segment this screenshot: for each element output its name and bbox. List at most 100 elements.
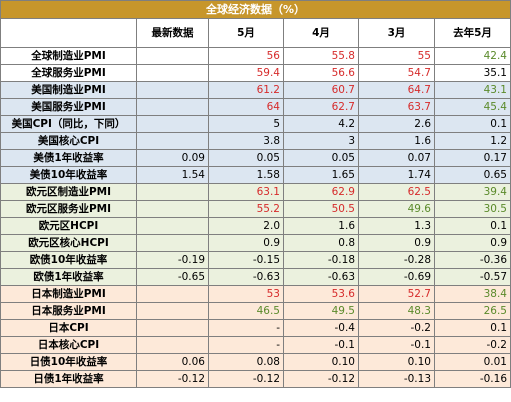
economic-data-table: 全球经济数据（%） 最新数据 5月 4月 3月 去年5月 全球制造业PMI 56 5… bbox=[0, 0, 511, 388]
table-row: 欧元区核心HCPI 0.9 0.8 0.9 0.9 bbox=[0, 234, 511, 252]
value-cell: -0.19 bbox=[136, 251, 209, 269]
table-row: 美国制造业PMI 61.2 60.7 64.7 43.1 bbox=[0, 81, 511, 99]
value-cell: -0.65 bbox=[136, 268, 209, 286]
header-cell-april: 4月 bbox=[283, 18, 359, 48]
value-cell bbox=[136, 81, 209, 99]
value-cell: - bbox=[208, 336, 284, 354]
value-cell: 54.7 bbox=[358, 64, 435, 82]
row-label: 欧债10年收益率 bbox=[0, 251, 137, 269]
header-cell-may: 5月 bbox=[208, 18, 284, 48]
table-row: 日债1年收益率 -0.12 -0.12 -0.12 -0.13 -0.16 bbox=[0, 370, 511, 388]
value-cell: 45.4 bbox=[434, 98, 511, 116]
value-cell: -0.12 bbox=[136, 370, 209, 388]
value-cell: 63.1 bbox=[208, 183, 284, 201]
row-label: 美债10年收益率 bbox=[0, 166, 137, 184]
row-label: 日本制造业PMI bbox=[0, 285, 137, 303]
value-cell: -0.15 bbox=[208, 251, 284, 269]
value-cell: 64 bbox=[208, 98, 284, 116]
row-label: 欧元区核心HCPI bbox=[0, 234, 137, 252]
row-label: 日本CPI bbox=[0, 319, 137, 337]
value-cell: -0.63 bbox=[208, 268, 284, 286]
value-cell: 3 bbox=[283, 132, 359, 150]
value-cell: 56.6 bbox=[283, 64, 359, 82]
value-cell: -0.16 bbox=[434, 370, 511, 388]
table-row: 美国CPI（同比，下同） 5 4.2 2.6 0.1 bbox=[0, 115, 511, 133]
row-label: 欧元区HCPI bbox=[0, 217, 137, 235]
value-cell: -0.1 bbox=[283, 336, 359, 354]
value-cell: 50.5 bbox=[283, 200, 359, 218]
value-cell: 55.2 bbox=[208, 200, 284, 218]
value-cell: -0.18 bbox=[283, 251, 359, 269]
value-cell: 0.8 bbox=[283, 234, 359, 252]
value-cell: 49.5 bbox=[283, 302, 359, 320]
value-cell: 0.17 bbox=[434, 149, 511, 167]
table-body: 全球制造业PMI 56 55.8 55 42.4 全球服务业PMI 59.4 56.6 54.7… bbox=[0, 47, 511, 388]
row-label: 美国核心CPI bbox=[0, 132, 137, 150]
table-row: 美债1年收益率 0.09 0.05 0.05 0.07 0.17 bbox=[0, 149, 511, 167]
value-cell: -0.13 bbox=[358, 370, 435, 388]
value-cell: 35.1 bbox=[434, 64, 511, 82]
table-row: 日本制造业PMI 53 53.6 52.7 38.4 bbox=[0, 285, 511, 303]
row-label: 日本核心CPI bbox=[0, 336, 137, 354]
value-cell: 1.74 bbox=[358, 166, 435, 184]
value-cell: 38.4 bbox=[434, 285, 511, 303]
value-cell: 0.10 bbox=[358, 353, 435, 371]
value-cell: -0.1 bbox=[358, 336, 435, 354]
value-cell bbox=[136, 336, 209, 354]
value-cell: 64.7 bbox=[358, 81, 435, 99]
value-cell: 3.8 bbox=[208, 132, 284, 150]
row-label: 日本服务业PMI bbox=[0, 302, 137, 320]
value-cell: 5 bbox=[208, 115, 284, 133]
table-row: 欧元区制造业PMI 63.1 62.9 62.5 39.4 bbox=[0, 183, 511, 201]
value-cell: 1.6 bbox=[283, 217, 359, 235]
table-row: 欧债1年收益率 -0.65 -0.63 -0.63 -0.69 -0.57 bbox=[0, 268, 511, 286]
value-cell: - bbox=[208, 319, 284, 337]
value-cell: 4.2 bbox=[283, 115, 359, 133]
value-cell: 62.9 bbox=[283, 183, 359, 201]
value-cell: 0.9 bbox=[208, 234, 284, 252]
table-title: 全球经济数据（%） bbox=[0, 0, 511, 19]
table-row: 日本核心CPI - -0.1 -0.1 -0.2 bbox=[0, 336, 511, 354]
value-cell bbox=[136, 217, 209, 235]
table-row: 欧债10年收益率 -0.19 -0.15 -0.18 -0.28 -0.36 bbox=[0, 251, 511, 269]
table-row: 欧元区服务业PMI 55.2 50.5 49.6 30.5 bbox=[0, 200, 511, 218]
header-cell-march: 3月 bbox=[358, 18, 435, 48]
value-cell: 0.1 bbox=[434, 319, 511, 337]
table-row: 欧元区HCPI 2.0 1.6 1.3 0.1 bbox=[0, 217, 511, 235]
row-label: 美国制造业PMI bbox=[0, 81, 137, 99]
value-cell: 1.6 bbox=[358, 132, 435, 150]
row-label: 日债10年收益率 bbox=[0, 353, 137, 371]
value-cell: 0.1 bbox=[434, 217, 511, 235]
value-cell: 0.07 bbox=[358, 149, 435, 167]
value-cell: -0.69 bbox=[358, 268, 435, 286]
value-cell: 62.5 bbox=[358, 183, 435, 201]
row-label: 美国CPI（同比，下同） bbox=[0, 115, 137, 133]
value-cell bbox=[136, 47, 209, 65]
value-cell: 62.7 bbox=[283, 98, 359, 116]
value-cell: 48.3 bbox=[358, 302, 435, 320]
value-cell: 2.0 bbox=[208, 217, 284, 235]
value-cell bbox=[136, 132, 209, 150]
row-label: 全球服务业PMI bbox=[0, 64, 137, 82]
value-cell: -0.4 bbox=[283, 319, 359, 337]
value-cell: 0.06 bbox=[136, 353, 209, 371]
table-row: 美国服务业PMI 64 62.7 63.7 45.4 bbox=[0, 98, 511, 116]
value-cell: 61.2 bbox=[208, 81, 284, 99]
row-label: 欧元区服务业PMI bbox=[0, 200, 137, 218]
value-cell: 1.54 bbox=[136, 166, 209, 184]
value-cell: -0.2 bbox=[434, 336, 511, 354]
row-label: 全球制造业PMI bbox=[0, 47, 137, 65]
value-cell: 1.65 bbox=[283, 166, 359, 184]
value-cell: 43.1 bbox=[434, 81, 511, 99]
value-cell bbox=[136, 98, 209, 116]
header-cell-last-year-may: 去年5月 bbox=[434, 18, 511, 48]
value-cell: -0.57 bbox=[434, 268, 511, 286]
value-cell: 46.5 bbox=[208, 302, 284, 320]
table-row: 日债10年收益率 0.06 0.08 0.10 0.10 0.01 bbox=[0, 353, 511, 371]
value-cell: -0.2 bbox=[358, 319, 435, 337]
value-cell bbox=[136, 319, 209, 337]
value-cell bbox=[136, 285, 209, 303]
value-cell: -0.63 bbox=[283, 268, 359, 286]
value-cell: -0.12 bbox=[208, 370, 284, 388]
value-cell: 2.6 bbox=[358, 115, 435, 133]
